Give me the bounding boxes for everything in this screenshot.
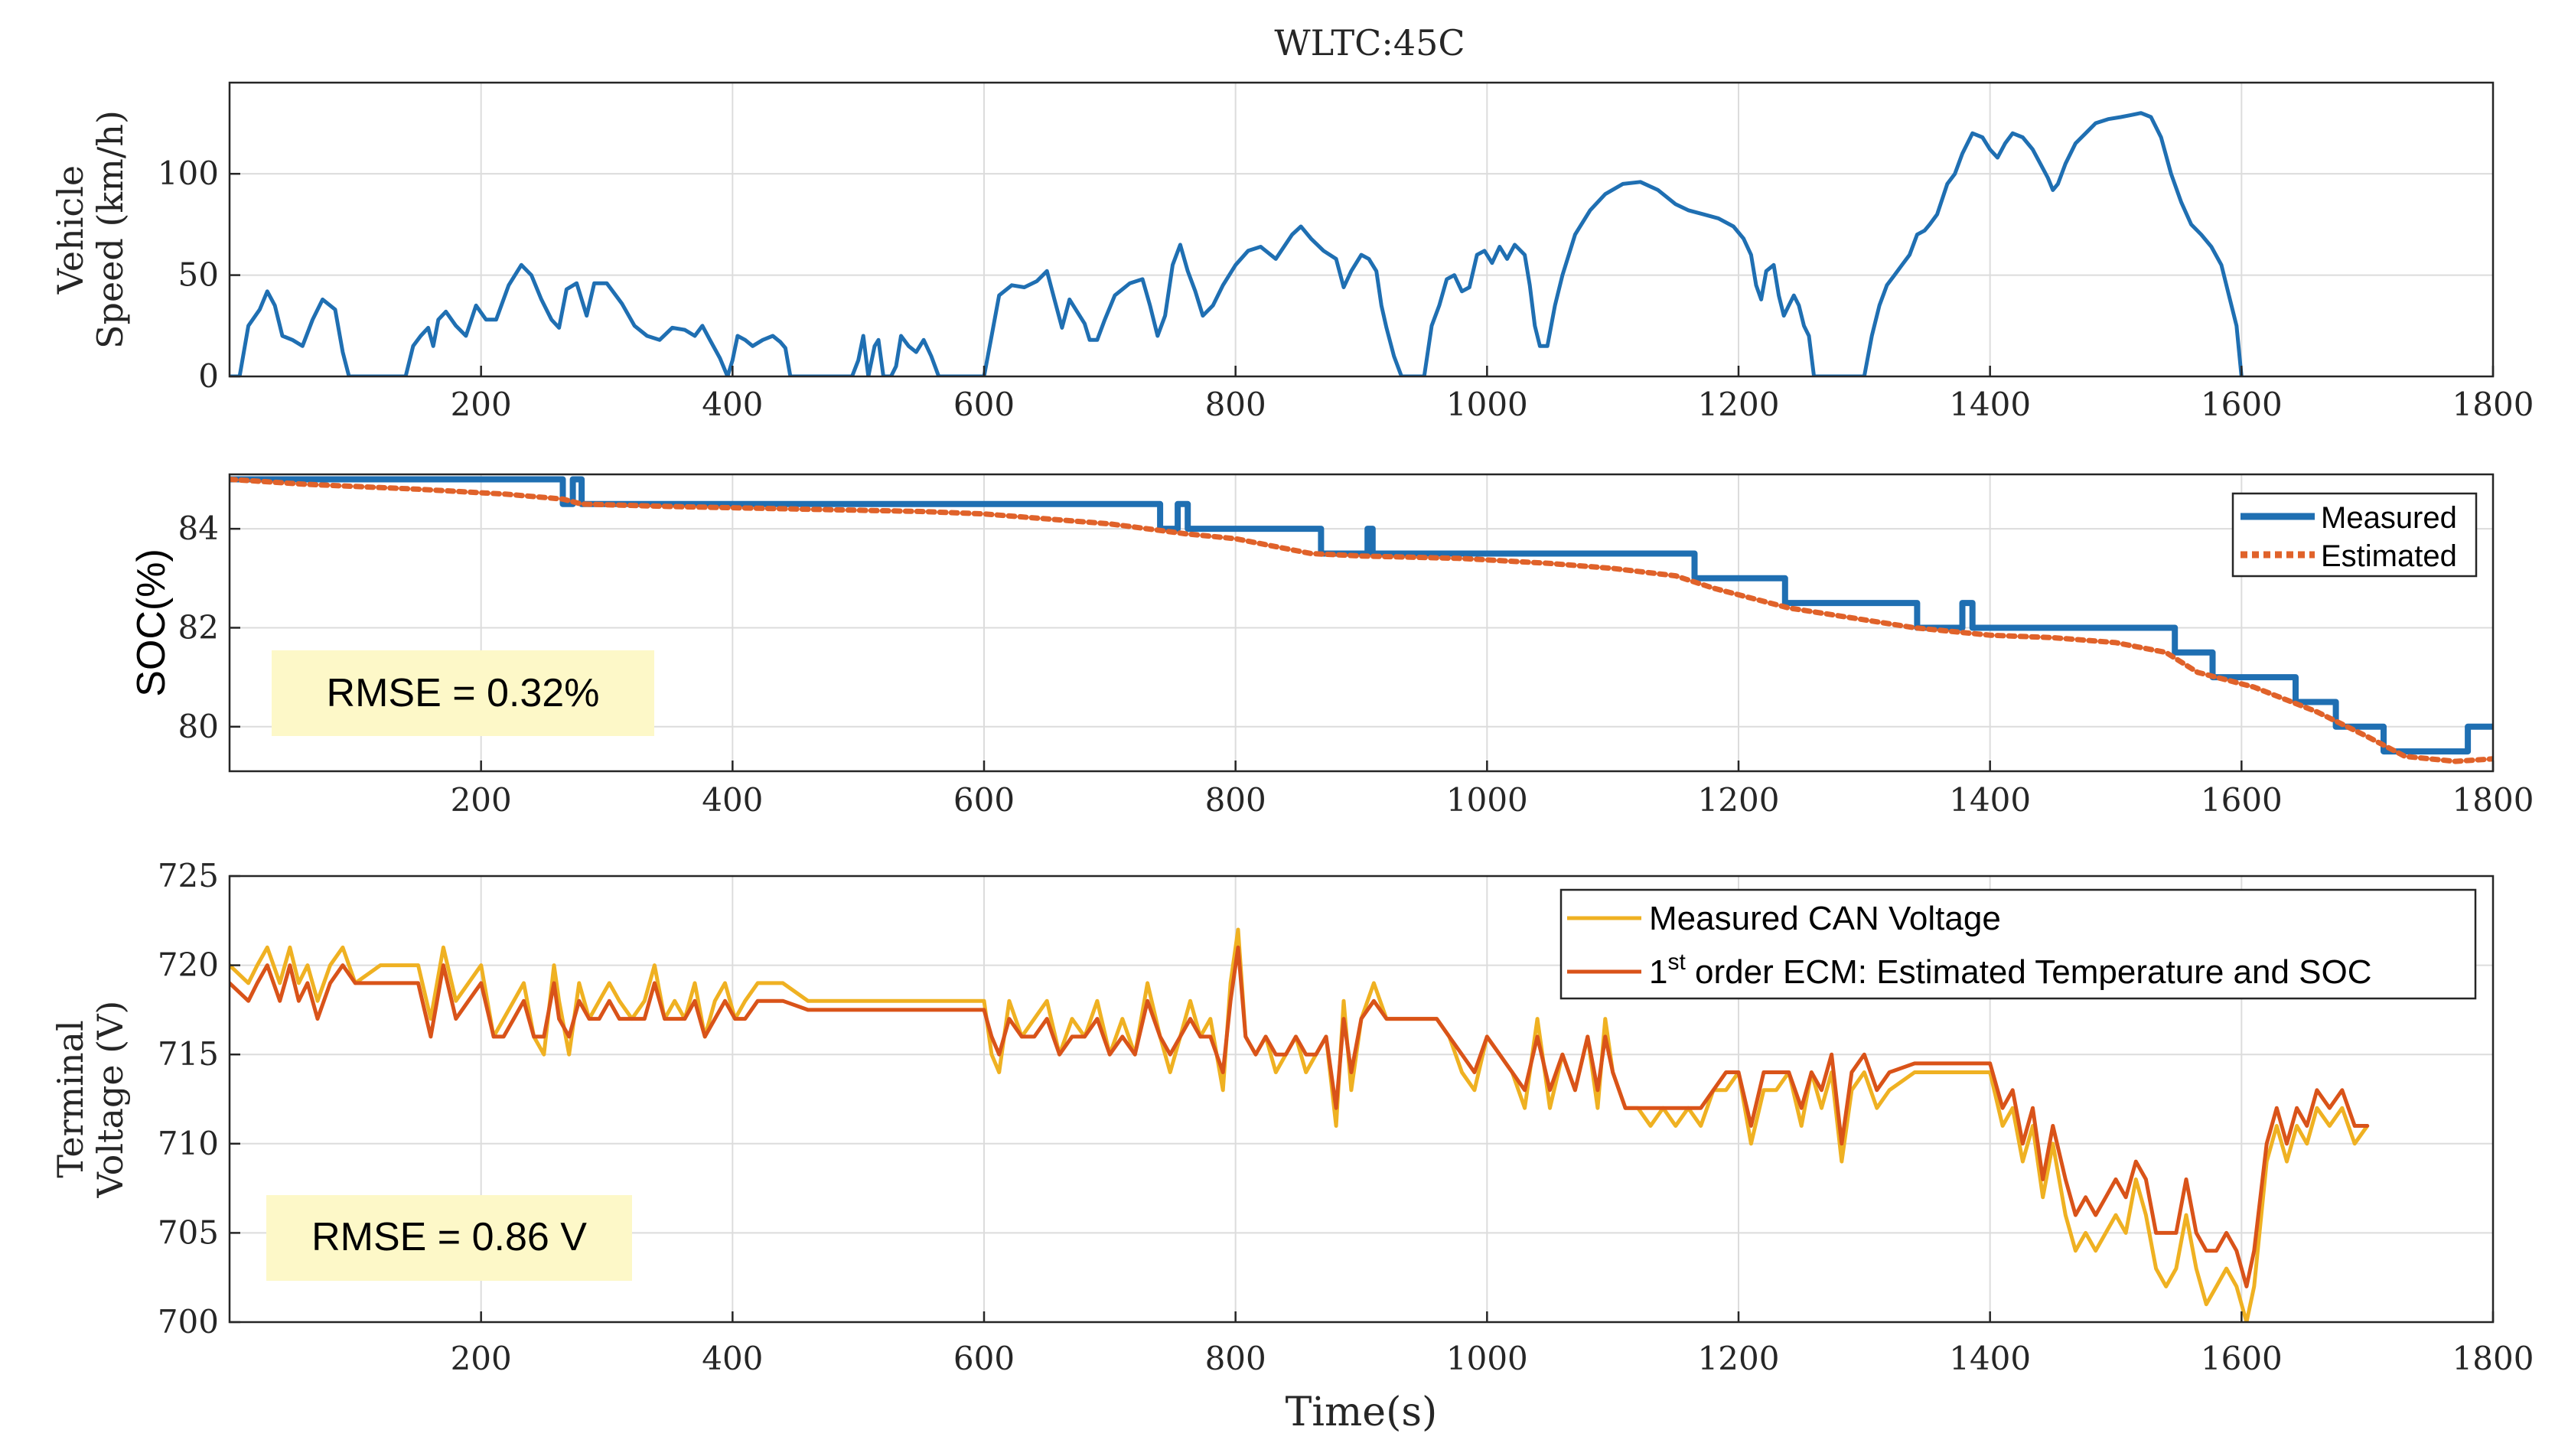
speed-ylabel-line2: Speed (km/h) [90,110,131,349]
legend-estimated-label: Estimated [2321,539,2457,573]
panel0-xtick-label-1800: 1800 [2452,386,2534,423]
panel2-ytick-label-710: 710 [158,1125,219,1162]
soc-ylabel: SOC(%) [129,549,174,697]
panel1-ytick-label-82: 82 [178,608,219,646]
panel1-xtick-label-1800: 1800 [2452,781,2534,819]
legend-ecm-rest: order ECM: Estimated Temperature and SOC [1686,953,2372,991]
voltage-rmse-text: RMSE = 0.86 V [311,1215,587,1259]
soc-panel: 200 400 600 800 1000 1200 1400 1600 1800 808284 … [129,473,2534,819]
panel1-xtick-label-1200: 1200 [1698,781,1780,819]
panel1-series-line-estimated [230,477,2493,764]
panel1-xtick-label-1600: 1600 [2201,781,2283,819]
panel2-ytick-label-725: 725 [158,857,219,894]
panel2-series-line-1st-order-ecm-estimated-temperature-and-soc [230,945,2370,1288]
soc-annotation: RMSE = 0.32% [272,650,654,736]
voltage-y-ticks: 700 705 710 715 720 725 [158,857,240,1340]
voltage-series [230,927,2370,1322]
speed-y-ticks: 0 50 100 [158,155,240,395]
legend-ecm-prefix: 1 [1649,953,1667,991]
voltage-legend: Measured CAN Voltage 1st order ECM: Esti… [1559,888,2477,1000]
panel2-xtick-label-1800: 1800 [2452,1340,2534,1377]
panel2-series-line-measured-can-voltage [230,927,2370,1322]
voltage-panel: 200 400 600 800 1000 1200 1400 1600 1800 7007057… [50,857,2534,1435]
panel2-xtick-label-1600: 1600 [2201,1340,2283,1377]
panel2-xtick-label-400: 400 [702,1340,763,1377]
panel0-series-line-1 [230,111,2244,376]
panel0-xtick-label-600: 600 [953,386,1015,423]
soc-annotation-box [272,650,654,736]
panel0-ytick-label-0: 0 [198,357,219,395]
panel0-xtick-label-1600: 1600 [2201,386,2283,423]
voltage-axes-frame [228,875,2495,1324]
panel2-ytick-label-715: 715 [158,1035,219,1073]
panel1-xtick-label-200: 200 [451,781,512,819]
soc-x-ticks: 200 400 600 800 1000 1200 1400 1600 1800 [451,761,2534,819]
panel1-ytick-label-84: 84 [178,510,219,547]
soc-legend: Measured Estimated [2231,492,2478,578]
panel2-ytick-label-720: 720 [158,946,219,984]
panel2-xtick-label-200: 200 [451,1340,512,1377]
panel2-xtick-label-600: 600 [953,1340,1015,1377]
panel1-xtick-label-600: 600 [953,781,1015,819]
panel0-xtick-label-800: 800 [1205,386,1266,423]
panel0-xtick-label-400: 400 [702,386,763,423]
speed-x-ticks: 200 400 600 800 1000 1200 1400 1600 1800 [451,366,2534,423]
panel0-xtick-label-1200: 1200 [1698,386,1780,423]
voltage-x-ticks: 200 400 600 800 1000 1200 1400 1600 1800 [451,1311,2534,1377]
legend-can-voltage-label: Measured CAN Voltage [1649,900,2001,937]
voltage-ylabel-line2: Voltage (V) [90,1001,131,1199]
voltage-annotation: RMSE = 0.86 V [266,1195,632,1281]
legend-ecm-superscript: st [1667,949,1686,975]
soc-y-ticks: 80 82 84 [178,510,240,745]
soc-grid [230,474,2494,771]
voltage-ylabel-line1: Terminal [50,1020,91,1178]
panel2-xtick-label-1400: 1400 [1949,1340,2031,1377]
voltage-annotation-box [266,1195,632,1281]
panel2-xtick-label-1200: 1200 [1698,1340,1780,1377]
panel1-ytick-label-80: 80 [178,708,219,745]
legend-ecm-label: 1st order ECM: Estimated Temperature and… [1649,949,2372,991]
panel2-ytick-label-705: 705 [158,1213,219,1251]
panel2-ytick-label-700: 700 [158,1303,219,1340]
panel0-xtick-label-1400: 1400 [1949,386,2031,423]
panel2-xtick-label-1000: 1000 [1446,1340,1528,1377]
panel0-ytick-label-50: 50 [178,256,219,294]
soc-rmse-text: RMSE = 0.32% [327,671,600,715]
time-xlabel: Time(s) [1286,1389,1438,1435]
panel0-xtick-label-1000: 1000 [1446,386,1528,423]
panel1-xtick-label-1000: 1000 [1446,781,1528,819]
panel1-xtick-label-800: 800 [1205,781,1266,819]
speed-ylabel-line1: Vehicle [50,165,91,295]
panel1-xtick-label-1400: 1400 [1949,781,2031,819]
speed-grid [230,83,2494,377]
panel0-ytick-label-100: 100 [158,155,219,192]
soc-series [230,476,2493,764]
figure-title: WLTC:45C [1274,22,1465,64]
speed-series [230,111,2244,376]
legend-measured-label: Measured [2321,501,2457,535]
speed-axes-frame [228,81,2495,378]
panel1-xtick-label-400: 400 [702,781,763,819]
voltage-legend-box [1559,888,2477,1000]
soc-axes-frame [228,473,2495,773]
panel1-series-line-measured [230,476,2493,755]
speed-panel: 200 400 600 800 1000 1200 1400 1600 1800 050100 … [50,81,2534,423]
panel2-xtick-label-800: 800 [1205,1340,1266,1377]
panel0-xtick-label-200: 200 [451,386,512,423]
soc-legend-box [2231,492,2478,578]
